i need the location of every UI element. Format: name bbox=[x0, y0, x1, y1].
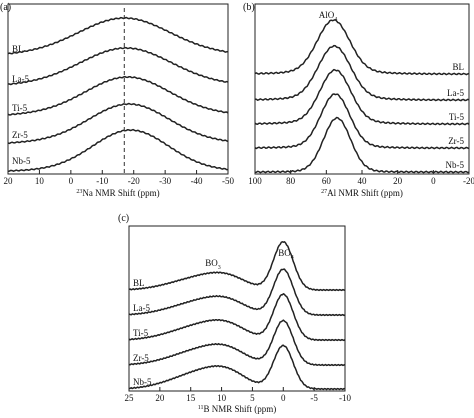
x-tick-label-2-2: 15 bbox=[186, 393, 196, 403]
x-tick-label-0-2: 0 bbox=[69, 176, 74, 186]
series-label-na-ti-5: Ti-5 bbox=[12, 103, 28, 113]
trace-al-la-5 bbox=[254, 44, 470, 102]
series-label-al-la-5: La-5 bbox=[447, 88, 464, 98]
trace-b-bl bbox=[128, 241, 346, 292]
series-label-b-zr-5: Zr-5 bbox=[133, 353, 149, 363]
bo3-annotation: BO3 bbox=[205, 258, 221, 271]
series-label-al-nb-5: Nb-5 bbox=[446, 160, 465, 170]
series-label-na-zr-5: Zr-5 bbox=[12, 130, 28, 140]
series-label-al-zr-5: Zr-5 bbox=[448, 136, 464, 146]
panel-a-frame bbox=[7, 3, 229, 175]
series-label-na-bl: BL bbox=[12, 44, 24, 54]
trace-na-bl bbox=[7, 16, 229, 55]
series-label-b-nb-5: Nb-5 bbox=[133, 377, 152, 387]
x-tick-label-1-2: 60 bbox=[322, 176, 332, 186]
trace-na-la-5 bbox=[7, 46, 229, 86]
panel-b-label: (b) bbox=[243, 2, 255, 13]
x-tick-label-0-0: 20 bbox=[4, 176, 14, 186]
x-tick-label-1-0: 100 bbox=[248, 176, 262, 186]
panel-a-xlabel: 23Na NMR Shift (ppm) bbox=[76, 188, 159, 198]
x-tick-label-1-5: 0 bbox=[431, 176, 436, 186]
panel-c-label: (c) bbox=[118, 213, 129, 224]
x-tick-label-2-7: -10 bbox=[339, 393, 351, 403]
x-tick-label-0-5: -30 bbox=[159, 176, 171, 186]
series-label-al-bl: BL bbox=[452, 62, 464, 72]
alo4-annotation: AlO4 bbox=[319, 10, 338, 23]
x-tick-label-2-0: 25 bbox=[125, 393, 135, 403]
x-tick-label-0-6: -40 bbox=[191, 176, 203, 186]
series-label-b-la-5: La-5 bbox=[133, 303, 150, 313]
x-tick-label-2-1: 20 bbox=[155, 393, 165, 403]
x-tick-label-2-5: 0 bbox=[281, 393, 286, 403]
x-tick-label-0-7: -50 bbox=[222, 176, 234, 186]
series-label-b-ti-5: Ti-5 bbox=[133, 328, 149, 338]
panel-c-xlabel: 11B NMR Shift (ppm) bbox=[198, 404, 277, 414]
x-tick-label-2-3: 10 bbox=[217, 393, 227, 403]
panel-b-frame bbox=[254, 3, 470, 175]
x-tick-label-0-3: -10 bbox=[96, 176, 108, 186]
trace-b-nb-5 bbox=[128, 344, 346, 391]
trace-b-ti-5 bbox=[128, 293, 346, 342]
trace-b-la-5 bbox=[128, 268, 346, 317]
series-label-na-nb-5: Nb-5 bbox=[12, 156, 31, 166]
x-tick-label-1-1: 80 bbox=[286, 176, 296, 186]
trace-al-bl bbox=[254, 18, 470, 76]
trace-na-ti-5 bbox=[7, 75, 229, 116]
panel-b-xlabel: 27Al NMR Shift (ppm) bbox=[321, 188, 403, 198]
panel-b: (b) AlO4 BL La-5 Ti-5 Zr-5 Nb-5 100 80 60 40 20 0… bbox=[243, 2, 474, 198]
x-tick-label-2-6: -5 bbox=[310, 393, 318, 403]
trace-b-zr-5 bbox=[128, 319, 346, 367]
x-tick-label-0-4: -20 bbox=[128, 176, 140, 186]
trace-na-nb-5 bbox=[7, 128, 228, 173]
panel-c-frame bbox=[128, 225, 346, 392]
panel-a-label: (a) bbox=[0, 2, 11, 13]
series-label-al-ti-5: Ti-5 bbox=[449, 112, 465, 122]
x-tick-label-1-3: 40 bbox=[358, 176, 368, 186]
trace-al-nb-5 bbox=[254, 116, 470, 174]
trace-na-zr-5 bbox=[7, 102, 229, 145]
trace-al-ti-5 bbox=[254, 68, 470, 126]
series-label-b-bl: BL bbox=[133, 278, 145, 288]
series-label-na-la-5: La-5 bbox=[12, 74, 29, 84]
x-tick-label-2-4: 5 bbox=[250, 393, 255, 403]
trace-al-zr-5 bbox=[254, 93, 470, 150]
panel-a: (a) BL La-5 Ti-5 Zr-5 Nb-5 20 10 0 -10 -20 -30 -40… bbox=[0, 2, 234, 198]
x-tick-label-0-1: 10 bbox=[35, 176, 45, 186]
x-tick-label-1-4: 20 bbox=[393, 176, 403, 186]
x-tick-label-1-6: -20 bbox=[463, 176, 474, 186]
